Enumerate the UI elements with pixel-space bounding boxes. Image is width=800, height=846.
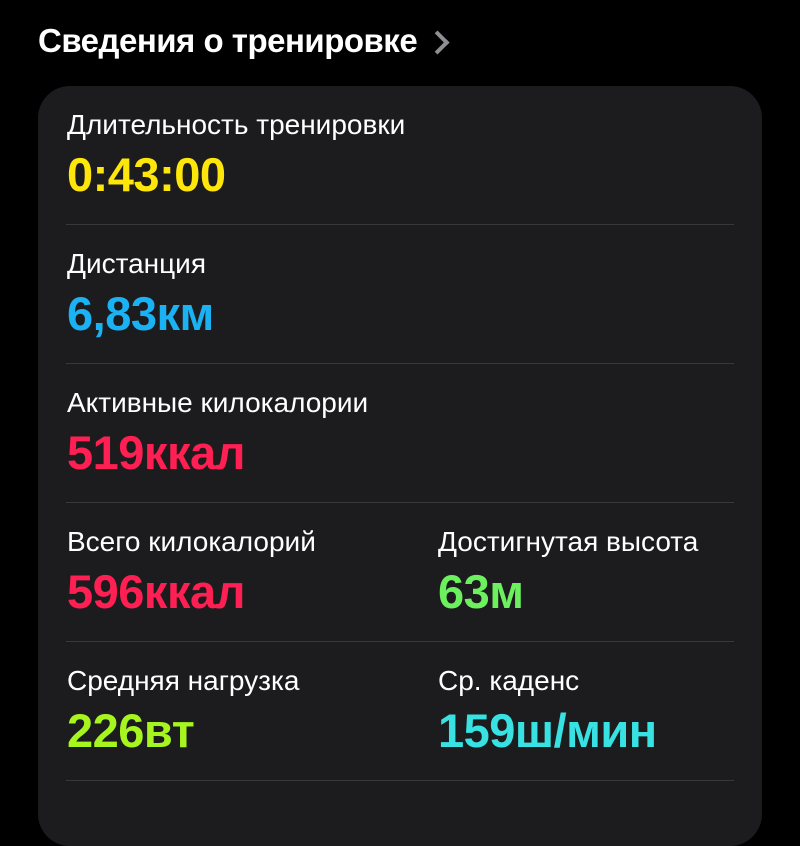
metric-row: Средняя нагрузка 226вт Ср. каденс 159ш/м… [38,642,762,781]
metric-value: 0:43:00 [67,148,226,201]
metric-row: Дистанция 6,83км [38,225,762,364]
metric-value: 159ш/мин [438,704,657,757]
metric-row: Всего килокалорий 596ккал Достигнутая вы… [38,503,762,642]
metric-label: Средняя нагрузка [67,665,300,696]
metric-label: Активные килокалории [67,387,369,418]
divider [66,780,734,781]
section-title: Сведения о тренировке [38,22,418,59]
metric-label: Дистанция [67,248,206,279]
metric-row: Активные килокалории 519ккал [38,364,762,503]
divider [66,502,734,503]
workout-details-card: Длительность тренировки 0:43:00 Дистанци… [38,86,762,846]
metric-value: 519ккал [67,426,245,479]
metric-value: 6,83км [67,287,214,340]
section-header[interactable]: Сведения о тренировке [38,22,450,60]
divider [66,641,734,642]
metric-label: Длительность тренировки [67,109,406,140]
metric-value: 226вт [67,704,195,757]
chevron-right-icon[interactable] [425,29,450,55]
metric-value: 596ккал [67,565,245,618]
divider [66,224,734,225]
metric-value: 63м [438,565,524,618]
metric-label: Достигнутая высота [438,526,699,557]
metric-label: Ср. каденс [438,665,580,696]
divider [66,363,734,364]
metric-row: Длительность тренировки 0:43:00 [38,86,762,225]
metric-label: Всего килокалорий [67,526,316,557]
